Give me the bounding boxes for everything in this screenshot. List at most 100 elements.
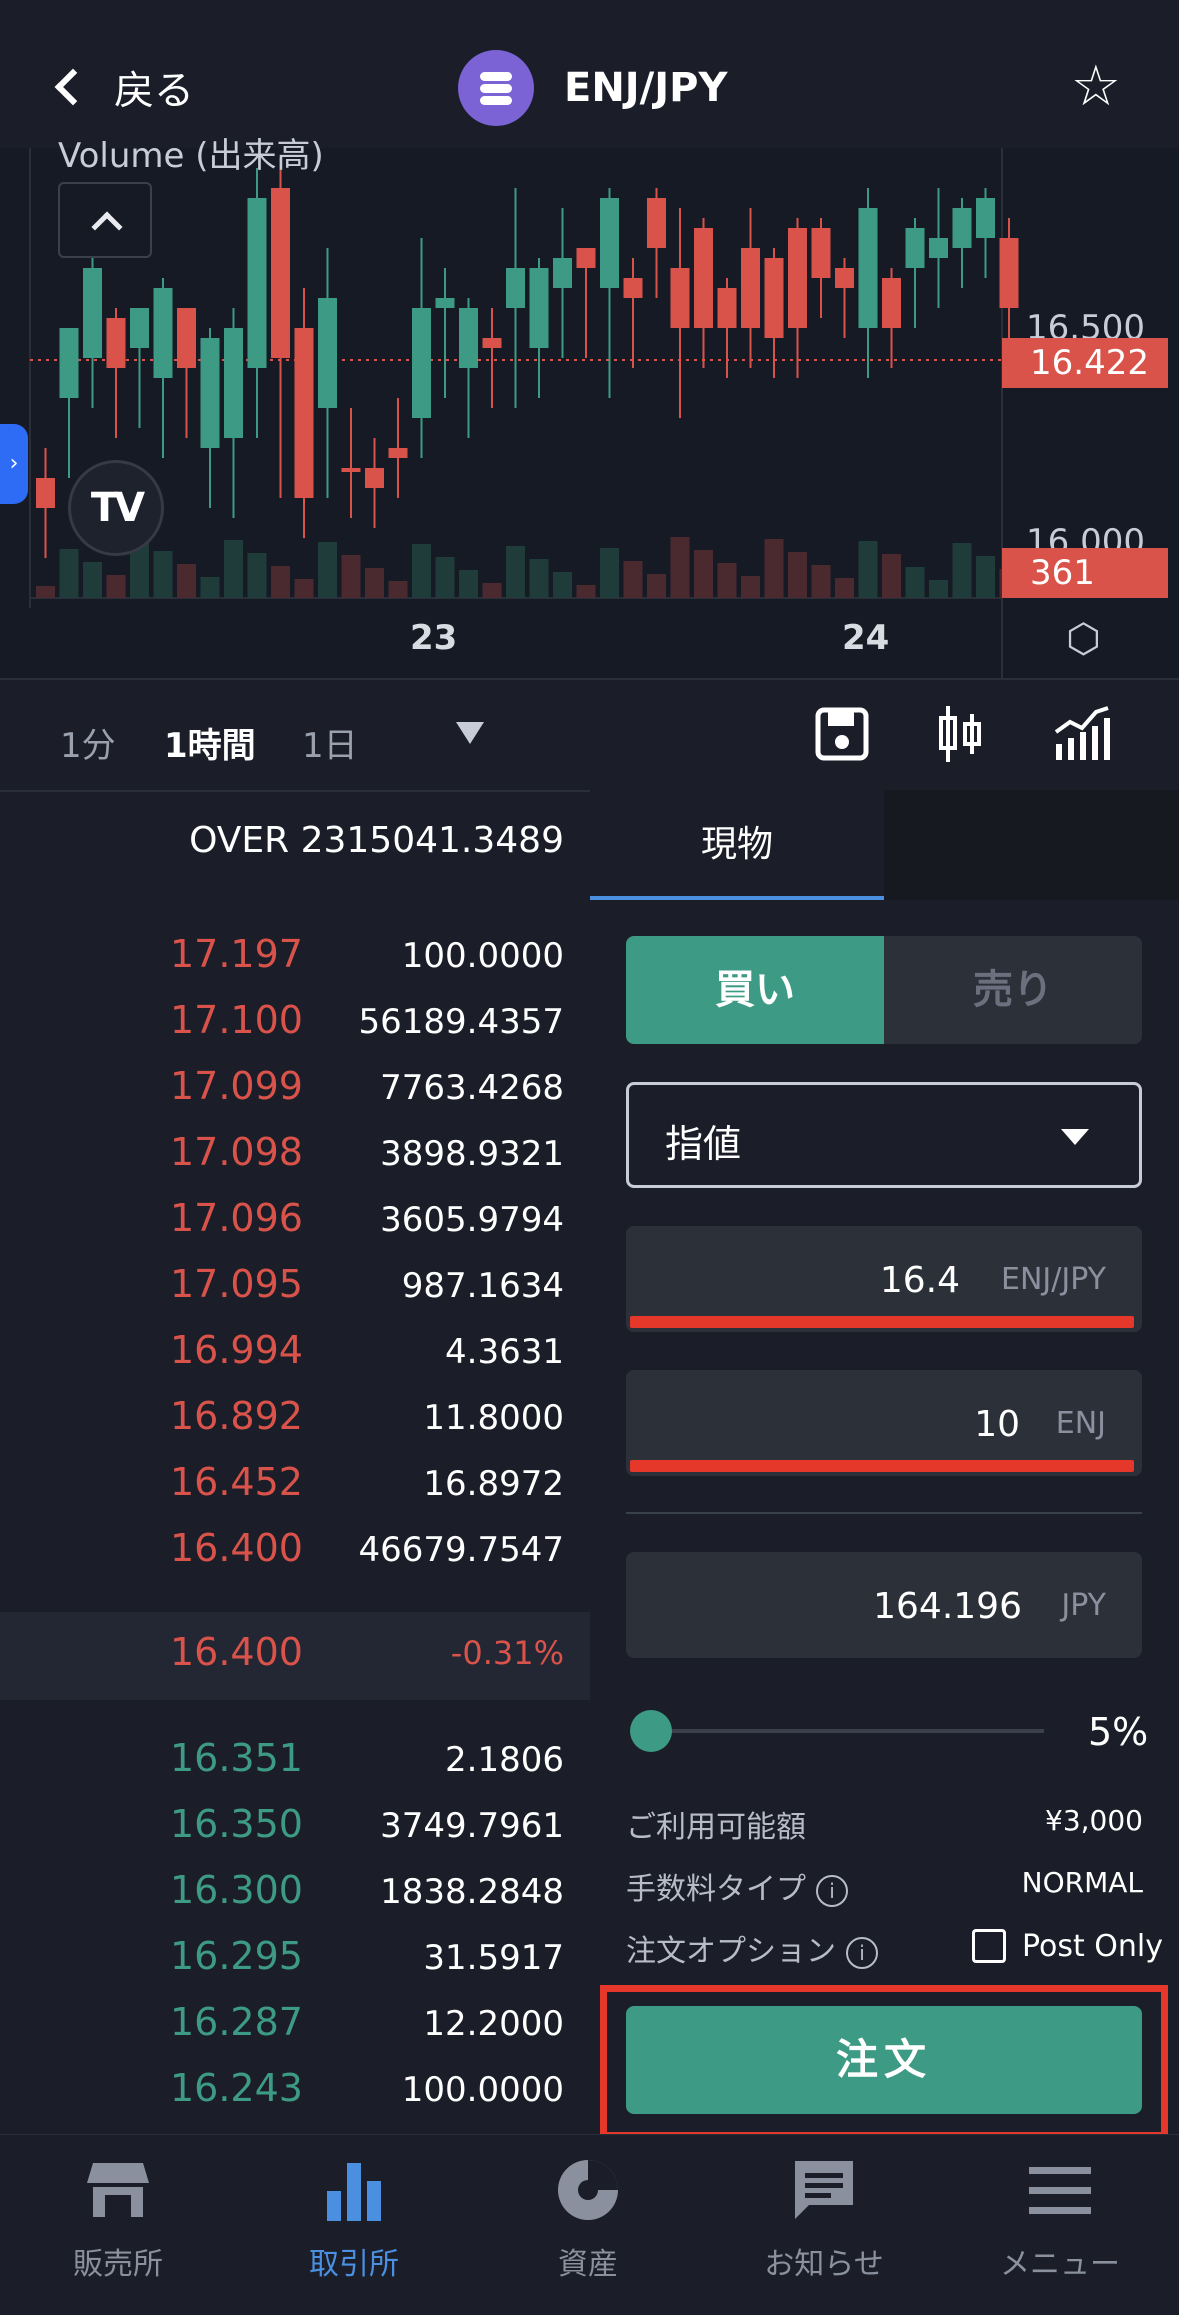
price-value: 16.4 — [879, 1260, 960, 1301]
ask-price: 17.099 — [170, 1064, 303, 1108]
bid-row[interactable]: 16.287 12.2000 — [0, 1992, 590, 2058]
ask-row[interactable]: 17.095 987.1634 — [0, 1254, 590, 1320]
chart-top-label: Volume (出来高) — [58, 136, 324, 176]
bid-row[interactable]: 16.300 1838.2848 — [0, 1860, 590, 1926]
bid-row[interactable]: 16.351 2.1806 — [0, 1728, 590, 1794]
ask-row[interactable]: 17.098 3898.9321 — [0, 1122, 590, 1188]
quantity-value: 10 — [974, 1404, 1020, 1445]
nav-item-torihikijo[interactable]: 取引所 — [254, 2155, 454, 2283]
collapse-chart-button[interactable] — [58, 182, 152, 258]
ask-row[interactable]: 17.096 3605.9794 — [0, 1188, 590, 1254]
price-field[interactable]: 16.4 ENJ/JPY — [626, 1226, 1142, 1332]
candlestick-chart — [0, 148, 1179, 680]
bid-row[interactable]: 16.295 31.5917 — [0, 1926, 590, 1992]
ask-amount: 3605.9794 — [380, 1200, 564, 1240]
tradingview-logo[interactable]: TV — [68, 460, 164, 556]
tab-spot[interactable]: 現物 — [590, 790, 884, 900]
amount-slider-track[interactable] — [650, 1729, 1044, 1733]
ask-price: 16.400 — [170, 1526, 303, 1570]
buy-button[interactable]: 買い — [626, 936, 884, 1044]
ask-price: 17.098 — [170, 1130, 303, 1174]
save-icon[interactable] — [812, 704, 872, 764]
info-icon[interactable]: i — [846, 1936, 878, 1969]
ask-row[interactable]: 16.400 46679.7547 — [0, 1518, 590, 1584]
submit-order-button[interactable]: 注文 — [626, 2006, 1142, 2114]
ask-row[interactable]: 17.197 100.0000 — [0, 924, 590, 990]
ask-price: 16.994 — [170, 1328, 303, 1372]
order-option-label: 注文オプション — [626, 1934, 836, 1969]
order-type-value: 指値 — [665, 1122, 742, 1166]
interval-dropdown-icon[interactable] — [456, 722, 484, 744]
back-label: 戻る — [114, 68, 194, 114]
fee-type-value: NORMAL — [1021, 1866, 1143, 1899]
bid-amount: 3749.7961 — [380, 1806, 564, 1846]
ask-amount: 46679.7547 — [358, 1530, 565, 1570]
chart-settings-icon[interactable]: ⬡ — [1066, 616, 1101, 662]
nav-label: メニュー — [1000, 2247, 1120, 2282]
bid-amount: 31.5917 — [423, 1938, 564, 1978]
total-field[interactable]: 164.196 JPY — [626, 1552, 1142, 1658]
ask-row[interactable]: 16.452 16.8972 — [0, 1452, 590, 1518]
ask-price: 16.452 — [170, 1460, 303, 1504]
ask-amount: 4.3631 — [445, 1332, 564, 1372]
back-button[interactable]: 戻る — [48, 52, 194, 122]
interval-1d[interactable]: 1日 — [302, 726, 358, 766]
bid-price: 16.295 — [170, 1934, 303, 1978]
nav-item-shisan[interactable]: 資産 — [488, 2155, 688, 2283]
bar-chart-icon — [327, 2163, 381, 2221]
app-header: 戻る ENJ/JPY ☆ — [0, 0, 1179, 148]
message-icon — [795, 2161, 853, 2219]
caret-down-icon — [1061, 1129, 1089, 1145]
order-type-select[interactable]: 指値 — [626, 1082, 1142, 1188]
fee-type-row: 手数料タイプ i — [626, 1864, 848, 1908]
available-value: ¥3,000 — [1045, 1804, 1143, 1837]
total-value: 164.196 — [873, 1586, 1022, 1627]
ask-amount: 3898.9321 — [380, 1134, 564, 1174]
post-only-checkbox[interactable]: Post Only — [972, 1928, 1163, 1964]
bid-amount: 1838.2848 — [380, 1872, 564, 1912]
ask-amount: 11.8000 — [423, 1398, 564, 1438]
nav-item-hanbaijo[interactable]: 販売所 — [18, 2155, 218, 2283]
star-icon[interactable]: ☆ — [1070, 54, 1121, 119]
order-option-row: 注文オプション i — [626, 1926, 878, 1970]
bid-row[interactable]: 16.243 100.0000 — [0, 2058, 590, 2124]
orderbook-mid-price: 16.400 -0.31% — [0, 1612, 590, 1700]
quantity-field-highlight — [630, 1460, 1134, 1472]
nav-item-menu[interactable]: メニュー — [960, 2155, 1160, 2283]
ask-amount: 7763.4268 — [380, 1068, 564, 1108]
price-field-highlight — [630, 1316, 1134, 1328]
bid-row[interactable]: 16.350 3749.7961 — [0, 1794, 590, 1860]
ask-row[interactable]: 17.099 7763.4268 — [0, 1056, 590, 1122]
tab-bar-filler — [884, 790, 1179, 900]
quantity-field[interactable]: 10 ENJ — [626, 1370, 1142, 1476]
candlestick-type-icon[interactable] — [930, 704, 990, 764]
ask-row[interactable]: 17.100 56189.4357 — [0, 990, 590, 1056]
price-unit: ENJ/JPY — [1001, 1262, 1106, 1297]
interval-1m[interactable]: 1分 — [60, 726, 116, 766]
sell-button[interactable]: 売り — [973, 967, 1053, 1013]
bid-price: 16.350 — [170, 1802, 303, 1846]
indicators-icon[interactable] — [1052, 704, 1112, 764]
orderbook-header: OVER 2315041.3489 — [189, 820, 564, 861]
mid-price: 16.400 — [170, 1630, 303, 1674]
price-chart[interactable]: Volume (出来高) › TV 16.500 16.000 16.422 3… — [0, 136, 1179, 680]
pie-chart-icon — [558, 2160, 618, 2220]
ask-row[interactable]: 16.892 11.8000 — [0, 1386, 590, 1452]
bottom-nav: 販売所 取引所 資産 お知らせ メニュー — [0, 2134, 1179, 2315]
date-label: 24 — [842, 618, 890, 658]
ask-row[interactable]: 16.994 4.3631 — [0, 1320, 590, 1386]
ask-amount: 987.1634 — [401, 1266, 564, 1306]
nav-label: 資産 — [558, 2247, 618, 2282]
amount-slider-thumb[interactable] — [630, 1710, 672, 1752]
divider — [626, 1512, 1142, 1514]
enjin-coin-logo-icon — [458, 50, 534, 126]
menu-icon — [1029, 2167, 1091, 2214]
info-icon[interactable]: i — [816, 1874, 848, 1907]
nav-label: 販売所 — [73, 2247, 163, 2282]
drawing-toolbar-toggle[interactable]: › — [0, 424, 28, 504]
interval-1h[interactable]: 1時間 — [164, 726, 256, 766]
bid-amount: 2.1806 — [445, 1740, 564, 1780]
date-label: 23 — [410, 618, 458, 658]
ask-price: 16.892 — [170, 1394, 303, 1438]
nav-item-oshirase[interactable]: お知らせ — [724, 2155, 924, 2283]
